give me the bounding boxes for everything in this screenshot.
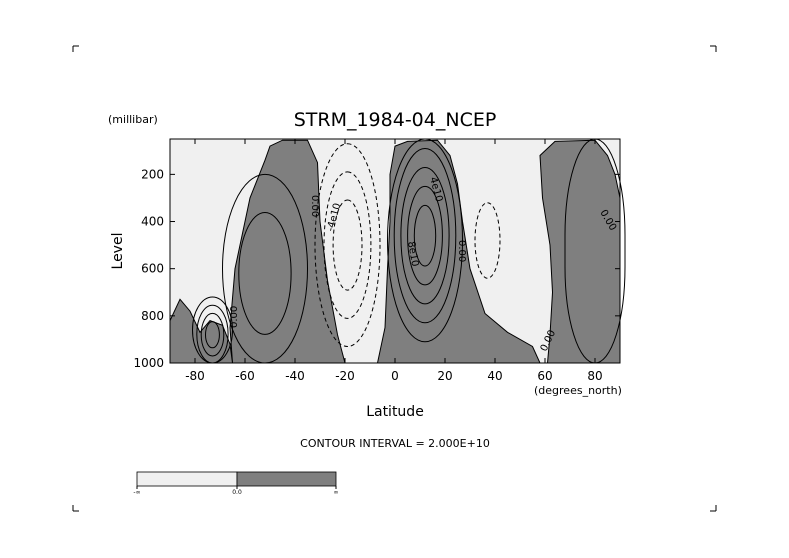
x-tick-label: 20	[437, 369, 452, 383]
x-tick-label: -80	[185, 369, 205, 383]
crop-mark-bottom-right	[710, 505, 717, 512]
contour-label: 8e10	[405, 241, 420, 268]
y-tick-label: 600	[141, 262, 164, 276]
negative-contour	[474, 202, 501, 279]
x-unit-label: (degrees_north)	[534, 384, 622, 397]
negative-contour	[314, 143, 381, 347]
contour-lines	[192, 138, 626, 364]
contour-label-group: 0.00 -4e10 0.00 4e10 8e10 0.00 0.00 0.00	[229, 176, 618, 353]
colorbar-label-max: ∞	[334, 489, 339, 496]
x-tick-label: 60	[537, 369, 552, 383]
positive-contour	[238, 212, 292, 335]
positive-region	[539, 139, 621, 364]
contour-interval-note: CONTOUR INTERVAL = 2.000E+10	[300, 437, 490, 450]
x-axis-label: Latitude	[366, 404, 424, 420]
colorbar: -∞ 0.0 ∞	[133, 471, 339, 496]
positive-contour	[205, 321, 220, 349]
positive-contour	[200, 312, 225, 357]
colorbar-ticks	[136, 486, 337, 489]
y-tick-label: 200	[141, 167, 164, 181]
colorbar-label-min: -∞	[133, 489, 140, 496]
y-tick-label: 1000	[133, 356, 164, 370]
chart-title: STRM_1984-04_NCEP	[294, 109, 497, 131]
negative-contour	[323, 171, 372, 319]
positive-contour	[413, 204, 437, 267]
crop-mark-top-left	[72, 45, 79, 52]
contour-label: 0.00	[229, 306, 240, 328]
y-tick-label: 800	[141, 309, 164, 323]
contour-label: 0.00	[456, 240, 467, 262]
x-tick-label: 40	[487, 369, 502, 383]
colorbar-positive	[236, 471, 337, 487]
x-tick-label: -60	[235, 369, 255, 383]
positive-region	[376, 139, 541, 364]
colorbar-negative	[136, 471, 238, 487]
x-tick-label: -20	[335, 369, 355, 383]
crop-marks	[72, 45, 717, 512]
x-tick-label: 0	[391, 369, 399, 383]
crop-mark-bottom-left	[72, 505, 79, 512]
x-axis: -80 -60 -40 -20 0 20 40 60 80	[185, 139, 603, 383]
positive-contour	[407, 185, 443, 286]
positive-contour	[393, 148, 457, 324]
x-tick-label: 80	[587, 369, 602, 383]
y-unit-label: (millibar)	[108, 113, 158, 126]
y-axis: 200 400 600 800 1000	[133, 167, 620, 370]
y-tick-label: 400	[141, 215, 164, 229]
contour-label: 0.00	[309, 195, 320, 217]
x-tick-label: -40	[285, 369, 305, 383]
crop-mark-top-right	[710, 45, 717, 52]
negative-contour	[332, 199, 363, 291]
positive-contour	[400, 167, 450, 305]
y-axis-label: Level	[110, 233, 126, 270]
colorbar-label-zero: 0.0	[232, 489, 242, 496]
